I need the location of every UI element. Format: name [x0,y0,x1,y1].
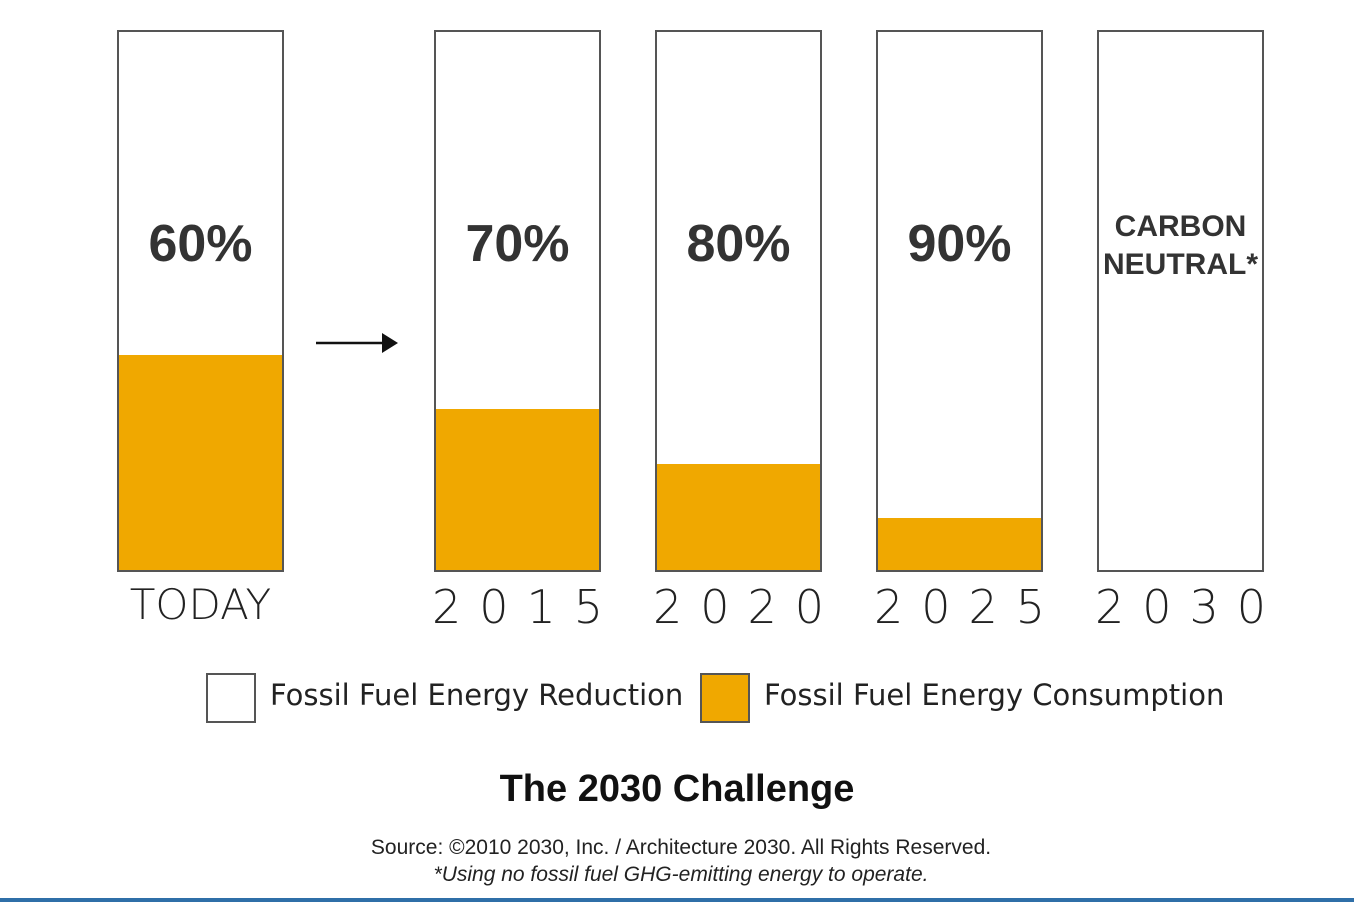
bar-segment [876,517,1043,572]
x-tick-label: 2020 [653,580,843,634]
data-label: 90% [907,215,1012,273]
bar-segment [655,463,822,572]
bar-segment [876,30,1043,518]
x-tick-label: 2025 [874,580,1064,634]
arrow [316,333,398,353]
x-tick-label: 2030 [1095,580,1285,634]
x-tick-label: 2015 [432,580,622,634]
x-tick-label: TODAY [129,580,272,629]
legend-label: Fossil Fuel Energy Reduction [270,678,684,712]
legend-swatch [206,673,256,723]
bar-segment [117,355,284,572]
legend-swatch [700,673,750,723]
divider [0,898,1354,902]
data-label: 70% [465,215,570,273]
bar-segment [434,30,601,410]
bar-segment [434,409,601,572]
chart-title: The 2030 Challenge [499,768,855,810]
data-label: 60% [148,215,253,273]
data-label: 80% [686,215,791,273]
data-label: CARBON NEUTRAL* [1103,210,1258,281]
source: Source: ©2010 2030, Inc. / Architecture … [370,836,992,859]
footnote: *Using no fossil fuel GHG-emitting energ… [433,863,929,886]
bar-segment [1097,30,1264,572]
legend-label: Fossil Fuel Energy Consumption [764,678,1225,712]
bar-segment [117,30,284,356]
bar-segment [655,30,822,464]
